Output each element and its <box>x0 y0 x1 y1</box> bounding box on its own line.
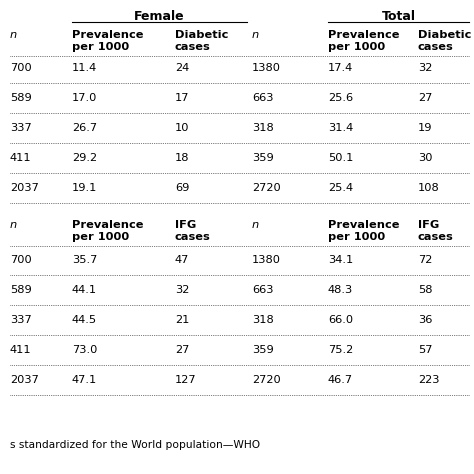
Text: 359: 359 <box>252 153 274 163</box>
Text: 127: 127 <box>175 375 197 385</box>
Text: 663: 663 <box>252 93 273 103</box>
Text: 2720: 2720 <box>252 375 281 385</box>
Text: 47.1: 47.1 <box>72 375 97 385</box>
Text: 21: 21 <box>175 315 190 325</box>
Text: 337: 337 <box>10 123 32 133</box>
Text: 31.4: 31.4 <box>328 123 353 133</box>
Text: 69: 69 <box>175 183 190 193</box>
Text: 2720: 2720 <box>252 183 281 193</box>
Text: 46.7: 46.7 <box>328 375 353 385</box>
Text: 35.7: 35.7 <box>72 255 97 265</box>
Text: 32: 32 <box>418 63 432 73</box>
Text: Prevalence: Prevalence <box>72 30 144 40</box>
Text: 359: 359 <box>252 345 274 355</box>
Text: Prevalence: Prevalence <box>328 220 400 230</box>
Text: 73.0: 73.0 <box>72 345 97 355</box>
Text: 589: 589 <box>10 285 32 295</box>
Text: 17.4: 17.4 <box>328 63 353 73</box>
Text: 47: 47 <box>175 255 190 265</box>
Text: s standardized for the World population—WHO: s standardized for the World population—… <box>10 440 260 450</box>
Text: 2037: 2037 <box>10 183 39 193</box>
Text: IFG: IFG <box>418 220 439 230</box>
Text: 700: 700 <box>10 255 32 265</box>
Text: 589: 589 <box>10 93 32 103</box>
Text: 29.2: 29.2 <box>72 153 97 163</box>
Text: 57: 57 <box>418 345 432 355</box>
Text: Prevalence: Prevalence <box>328 30 400 40</box>
Text: 27: 27 <box>175 345 190 355</box>
Text: 17: 17 <box>175 93 190 103</box>
Text: 223: 223 <box>418 375 439 385</box>
Text: Diabetic: Diabetic <box>418 30 471 40</box>
Text: 50.1: 50.1 <box>328 153 354 163</box>
Text: cases: cases <box>418 42 454 52</box>
Text: n: n <box>252 30 259 40</box>
Text: cases: cases <box>418 232 454 242</box>
Text: 17.0: 17.0 <box>72 93 97 103</box>
Text: 18: 18 <box>175 153 190 163</box>
Text: 24: 24 <box>175 63 189 73</box>
Text: 1380: 1380 <box>252 63 281 73</box>
Text: 318: 318 <box>252 315 274 325</box>
Text: per 1000: per 1000 <box>72 232 129 242</box>
Text: 30: 30 <box>418 153 432 163</box>
Text: cases: cases <box>175 42 211 52</box>
Text: Prevalence: Prevalence <box>72 220 144 230</box>
Text: 44.5: 44.5 <box>72 315 97 325</box>
Text: n: n <box>252 220 259 230</box>
Text: per 1000: per 1000 <box>72 42 129 52</box>
Text: 2037: 2037 <box>10 375 39 385</box>
Text: 32: 32 <box>175 285 190 295</box>
Text: 700: 700 <box>10 63 32 73</box>
Text: 663: 663 <box>252 285 273 295</box>
Text: IFG: IFG <box>175 220 196 230</box>
Text: 27: 27 <box>418 93 432 103</box>
Text: 58: 58 <box>418 285 432 295</box>
Text: 411: 411 <box>10 153 32 163</box>
Text: n: n <box>10 220 17 230</box>
Text: 34.1: 34.1 <box>328 255 353 265</box>
Text: 19.1: 19.1 <box>72 183 97 193</box>
Text: per 1000: per 1000 <box>328 42 385 52</box>
Text: 66.0: 66.0 <box>328 315 353 325</box>
Text: 11.4: 11.4 <box>72 63 97 73</box>
Text: 36: 36 <box>418 315 432 325</box>
Text: n: n <box>10 30 17 40</box>
Text: 48.3: 48.3 <box>328 285 353 295</box>
Text: 10: 10 <box>175 123 190 133</box>
Text: 75.2: 75.2 <box>328 345 353 355</box>
Text: 44.1: 44.1 <box>72 285 97 295</box>
Text: 26.7: 26.7 <box>72 123 97 133</box>
Text: 72: 72 <box>418 255 432 265</box>
Text: per 1000: per 1000 <box>328 232 385 242</box>
Text: Female: Female <box>134 10 185 23</box>
Text: 25.4: 25.4 <box>328 183 353 193</box>
Text: 1380: 1380 <box>252 255 281 265</box>
Text: 25.6: 25.6 <box>328 93 353 103</box>
Text: 108: 108 <box>418 183 440 193</box>
Text: Total: Total <box>382 10 416 23</box>
Text: 337: 337 <box>10 315 32 325</box>
Text: Diabetic: Diabetic <box>175 30 228 40</box>
Text: 318: 318 <box>252 123 274 133</box>
Text: 19: 19 <box>418 123 432 133</box>
Text: cases: cases <box>175 232 211 242</box>
Text: 411: 411 <box>10 345 32 355</box>
